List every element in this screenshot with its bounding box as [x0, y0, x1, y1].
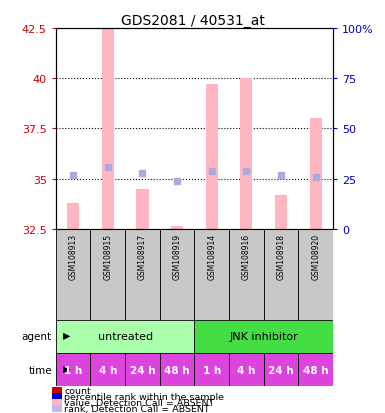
Text: time: time [28, 365, 52, 375]
Text: untreated: untreated [97, 332, 153, 342]
Bar [160, 229, 194, 320]
Bar [310, 119, 322, 229]
Bar [56, 229, 90, 320]
Text: 24 h: 24 h [130, 365, 155, 375]
Bar [194, 353, 229, 386]
Text: 1 h: 1 h [203, 365, 221, 375]
Bar [206, 85, 218, 229]
Text: GSM108920: GSM108920 [311, 234, 320, 280]
Bar [229, 229, 264, 320]
Bar [298, 353, 333, 386]
Bar [298, 229, 333, 320]
Bar [56, 320, 194, 353]
Text: 4 h: 4 h [99, 365, 117, 375]
Text: GSM108917: GSM108917 [138, 234, 147, 280]
Text: count: count [64, 386, 91, 395]
Text: JNK inhibitor: JNK inhibitor [229, 332, 298, 342]
Bar [194, 320, 333, 353]
Text: agent: agent [22, 332, 52, 342]
Text: GSM108918: GSM108918 [276, 234, 286, 280]
Text: 1 h: 1 h [64, 365, 82, 375]
Bar [136, 189, 149, 229]
Bar [56, 353, 90, 386]
Bar [264, 229, 298, 320]
Text: 4 h: 4 h [237, 365, 256, 375]
Bar [125, 353, 160, 386]
Bar [194, 229, 229, 320]
Text: value, Detection Call = ABSENT: value, Detection Call = ABSENT [64, 398, 214, 407]
Text: GSM108915: GSM108915 [103, 234, 112, 280]
Text: rank, Detection Call = ABSENT: rank, Detection Call = ABSENT [64, 404, 210, 413]
Bar [90, 353, 125, 386]
Bar [240, 79, 253, 229]
Text: GSM108919: GSM108919 [172, 234, 182, 280]
Text: GSM108916: GSM108916 [242, 234, 251, 280]
Bar [67, 203, 79, 229]
Text: 48 h: 48 h [303, 365, 328, 375]
Bar [229, 353, 264, 386]
Text: 48 h: 48 h [164, 365, 190, 375]
Bar [102, 29, 114, 229]
Bar [171, 227, 183, 229]
Text: percentile rank within the sample: percentile rank within the sample [64, 392, 224, 401]
Text: GDS2081 / 40531_at: GDS2081 / 40531_at [121, 14, 264, 28]
Bar [125, 229, 160, 320]
Bar [275, 195, 287, 229]
Bar [160, 353, 194, 386]
Bar [90, 229, 125, 320]
Text: GSM108914: GSM108914 [207, 234, 216, 280]
Text: 24 h: 24 h [268, 365, 294, 375]
Text: GSM108913: GSM108913 [69, 234, 78, 280]
Bar [264, 353, 298, 386]
